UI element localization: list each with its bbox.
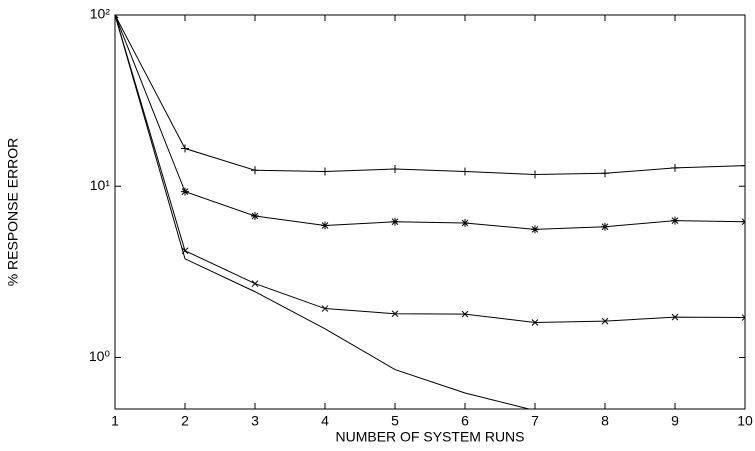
marker <box>115 15 119 19</box>
marker <box>461 310 469 318</box>
x-axis-label: NUMBER OF SYSTEM RUNS <box>335 429 524 445</box>
marker <box>391 165 399 174</box>
y-tick-label: 10¹ <box>90 177 111 193</box>
marker <box>601 317 609 325</box>
marker <box>531 319 539 326</box>
marker <box>321 221 329 230</box>
marker <box>601 169 609 178</box>
marker <box>601 222 609 231</box>
x-tick-label: 5 <box>391 413 399 429</box>
x-tick-label: 1 <box>111 413 119 429</box>
plot-frame <box>114 14 746 410</box>
x-tick-label: 7 <box>531 413 539 429</box>
marker <box>671 216 679 225</box>
marker <box>741 314 745 321</box>
series-line <box>115 15 745 230</box>
marker <box>741 161 745 170</box>
x-tick-label: 8 <box>601 413 609 429</box>
marker <box>321 167 329 176</box>
marker <box>671 163 679 172</box>
marker <box>741 217 745 226</box>
y-tick-label: 10² <box>90 6 111 22</box>
x-tick-label: 3 <box>251 413 259 429</box>
marker <box>391 310 399 318</box>
marker <box>181 144 189 153</box>
marker <box>461 167 469 176</box>
marker <box>671 313 679 321</box>
y-axis-label: % RESPONSE ERROR <box>5 138 21 287</box>
x-tick-label: 2 <box>181 413 189 429</box>
x-tick-label: 4 <box>321 413 329 429</box>
series-line <box>115 15 745 176</box>
marker <box>251 166 259 175</box>
x-tick-label: 6 <box>461 413 469 429</box>
marker <box>251 280 259 287</box>
marker <box>531 225 539 234</box>
plot-area <box>115 15 745 409</box>
series-line <box>115 15 532 409</box>
marker <box>181 187 189 196</box>
x-tick-label: 9 <box>671 413 679 429</box>
marker <box>461 218 469 227</box>
marker <box>321 305 329 312</box>
marker <box>391 217 399 226</box>
marker <box>531 170 539 179</box>
series-line <box>115 15 745 324</box>
y-tick-label: 10⁰ <box>89 348 111 364</box>
marker <box>251 212 259 221</box>
x-tick-label: 10 <box>737 413 753 429</box>
